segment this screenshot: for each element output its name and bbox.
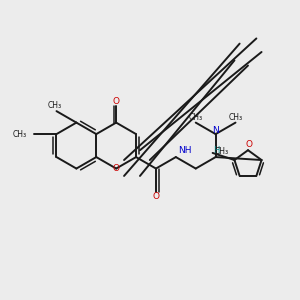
- Text: NH: NH: [178, 146, 192, 155]
- Text: CH₃: CH₃: [48, 101, 62, 110]
- Text: CH₃: CH₃: [189, 113, 203, 122]
- Text: CH₃: CH₃: [214, 147, 229, 156]
- Text: O: O: [113, 164, 120, 173]
- Text: O: O: [245, 140, 252, 149]
- Text: O: O: [113, 97, 120, 106]
- Text: N: N: [212, 126, 219, 135]
- Text: CH₃: CH₃: [13, 130, 27, 139]
- Text: O: O: [152, 192, 159, 201]
- Text: H: H: [213, 146, 219, 155]
- Text: CH₃: CH₃: [229, 113, 243, 122]
